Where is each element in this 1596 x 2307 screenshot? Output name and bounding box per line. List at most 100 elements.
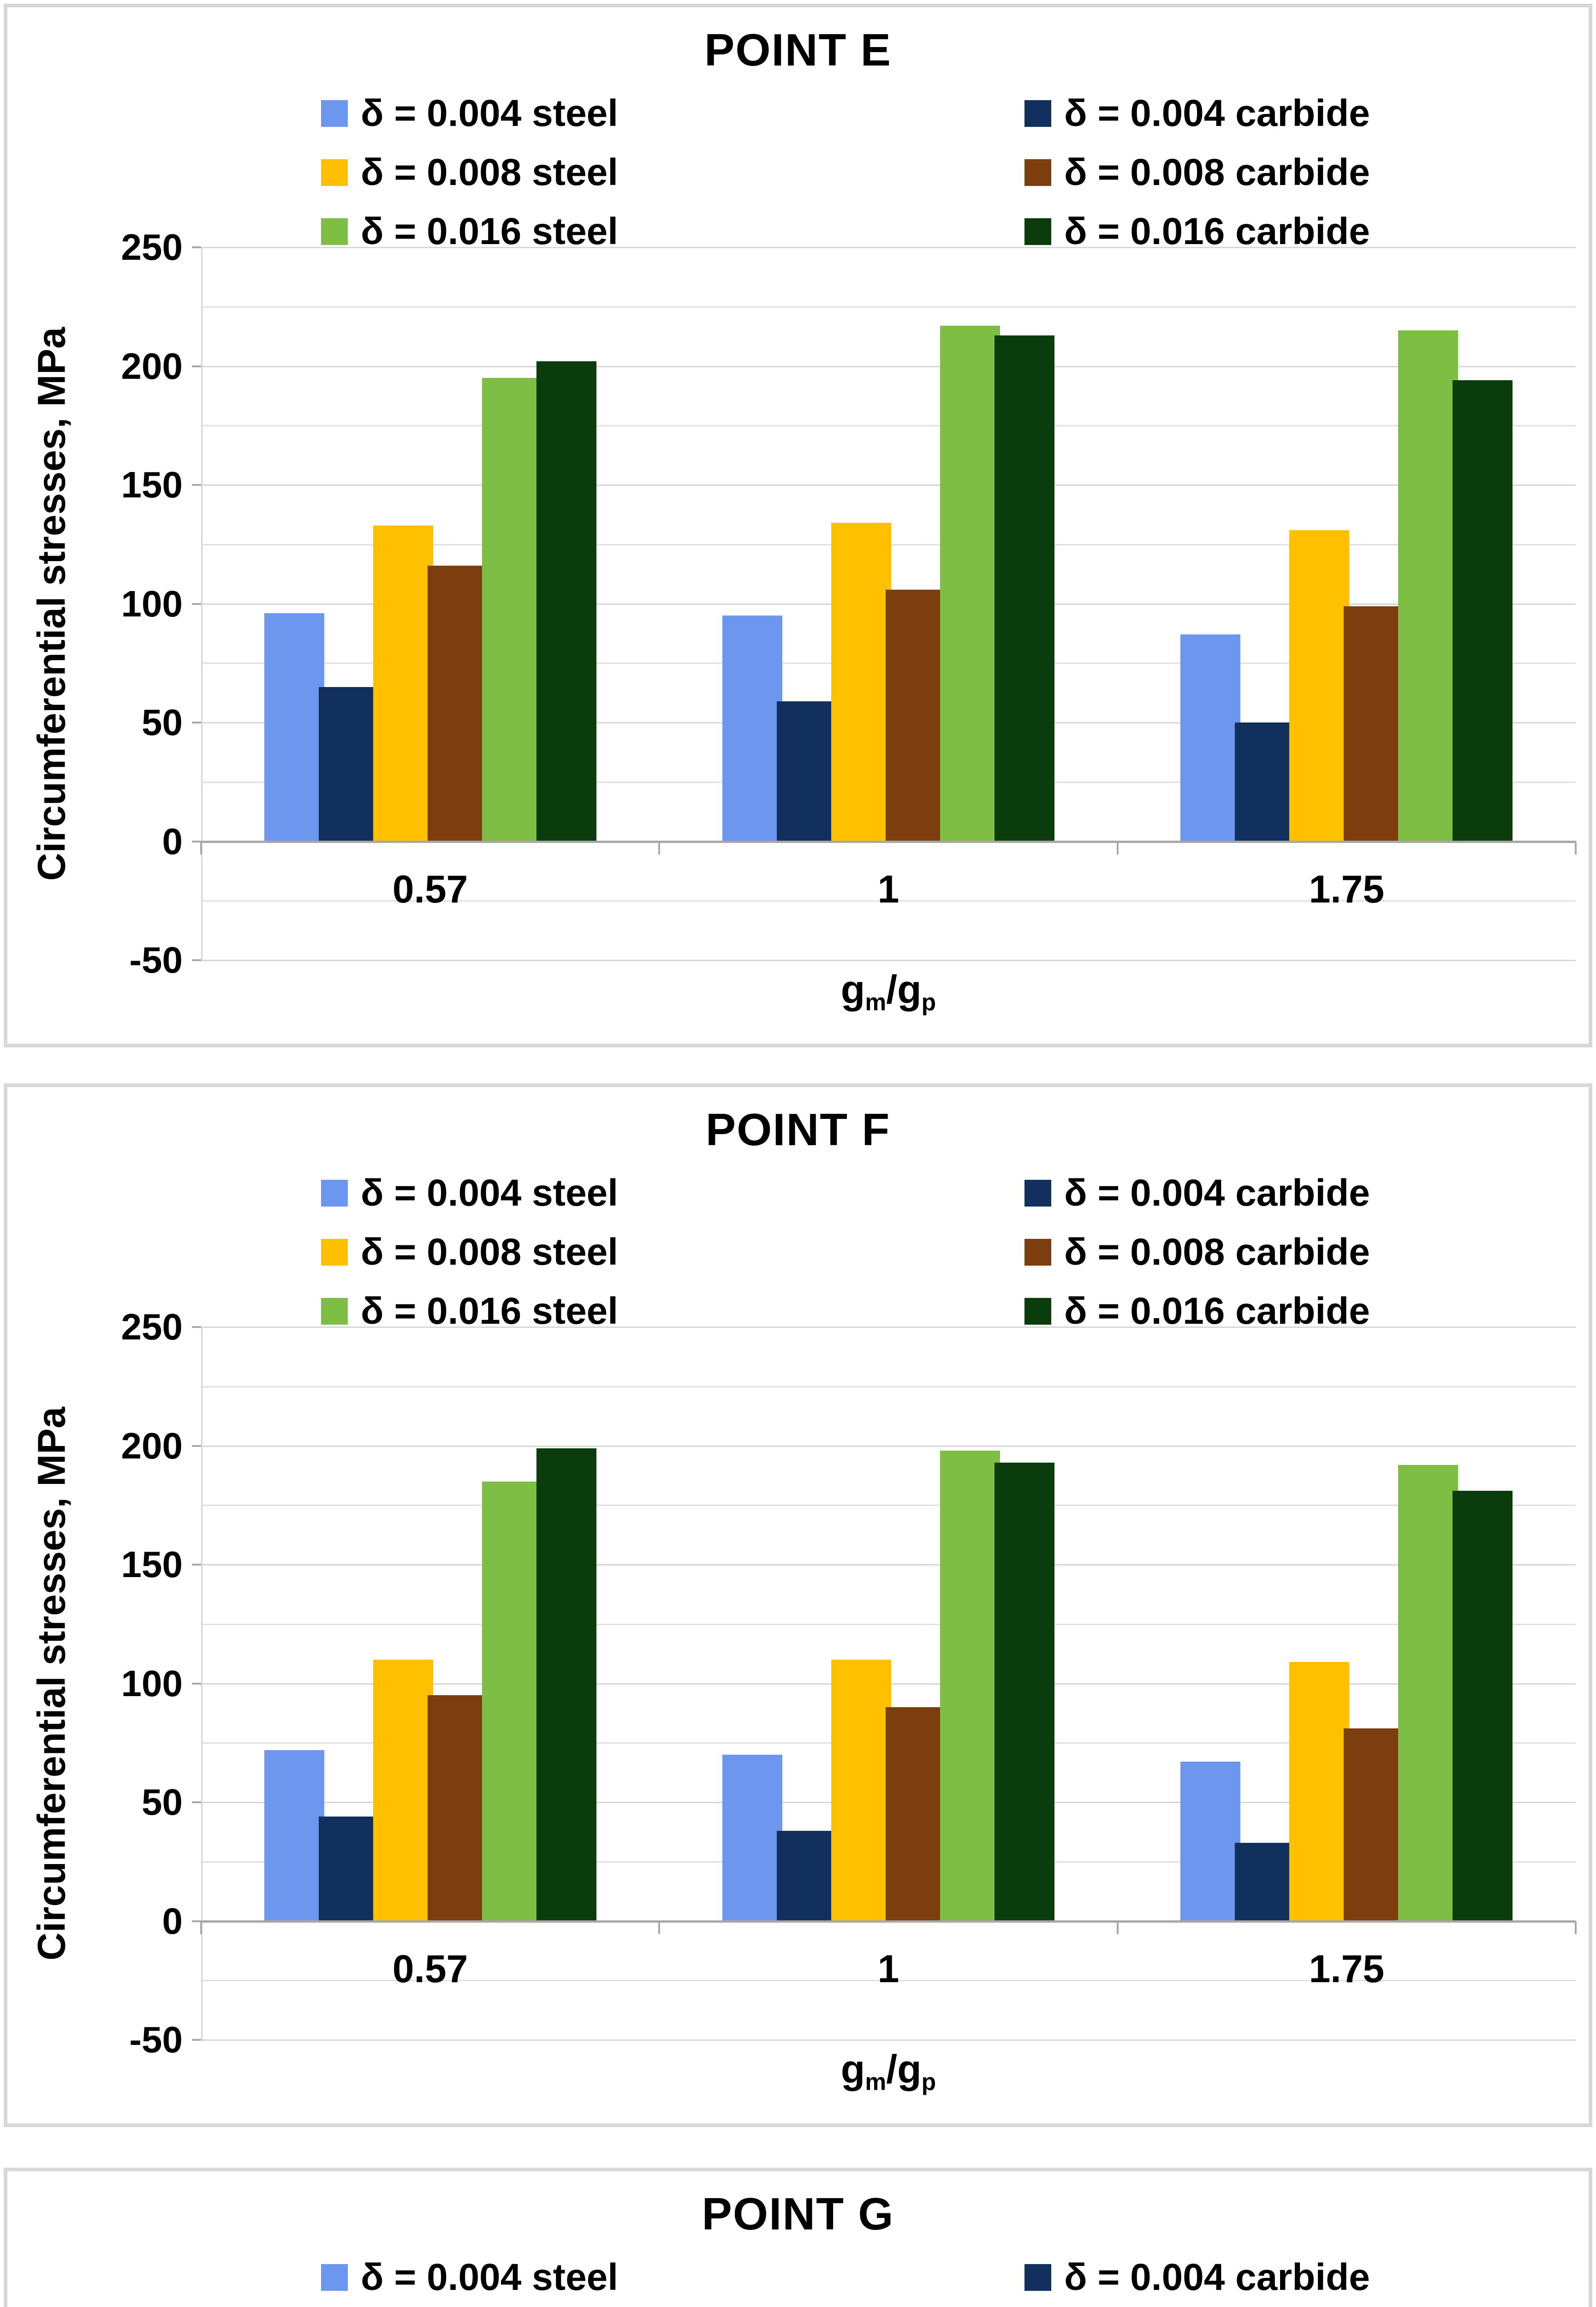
legend-label: δ = 0.004 carbide [1064,1172,1370,1214]
bar [1180,1762,1240,1921]
legend-item: δ = 0.004 steel [321,91,618,136]
gridline [201,1327,1576,1328]
legend-item: δ = 0.008 steel [321,1230,618,1274]
legend-swatch [1024,1239,1051,1266]
legend-swatch [321,159,348,186]
legend-item: δ = 0.004 steel [321,1171,618,1215]
category-tick [1575,841,1577,855]
x-tick-label: 1 [877,1947,899,1990]
y-tick-label: 100 [121,583,183,624]
legend-label: δ = 0.004 steel [361,92,619,134]
x-tick-label: 0.57 [392,867,468,911]
category-tick [658,841,661,855]
y-tick-label: 150 [121,1544,183,1585]
legend-label: δ = 0.016 steel [361,1290,619,1332]
bar [319,1816,379,1921]
y-axis-tick [192,1445,201,1447]
bar [536,361,596,842]
bar [722,616,782,842]
x-axis-line [201,1920,1576,1923]
bar [428,1695,488,1921]
x-axis-title-subscript: p [921,2068,936,2095]
chart-title: POINT G [702,2188,894,2239]
x-axis-title-text: /g [886,2047,922,2092]
bar [1289,1662,1349,1921]
y-tick-label: 250 [121,1306,183,1347]
legend-swatch [1024,100,1051,127]
category-tick [658,1921,661,1934]
legend-swatch [1024,1298,1051,1325]
y-axis-tick [192,1920,201,1922]
bar [1180,634,1240,842]
bar [536,1448,596,1921]
chart-title: POINT F [705,1104,891,1155]
bar [722,1755,782,1921]
legend-swatch [1024,159,1051,186]
y-tick-label: 200 [121,345,183,387]
bar [831,1660,891,1921]
y-axis-tick [192,484,201,486]
legend-item: δ = 0.004 carbide [1024,91,1370,136]
bar [886,589,946,842]
legend-item: δ = 0.004 carbide [1024,2255,1370,2300]
y-axis-tick [192,959,201,961]
bar [1235,1842,1295,1921]
bar [319,687,379,842]
y-axis-tick [192,246,201,248]
x-tick-label: 0.57 [392,1947,468,1990]
bar [831,523,891,842]
gridline [201,2039,1576,2041]
bar [1398,1464,1458,1921]
legend-label: δ = 0.004 carbide [1064,2256,1370,2298]
bar [777,701,837,842]
legend-label: δ = 0.008 steel [361,1231,619,1273]
y-tick-label: 50 [142,1781,183,1823]
bar [1344,606,1404,842]
y-axis-tick [192,1801,201,1803]
y-axis-tick [192,1326,201,1328]
category-tick [1575,1921,1577,1934]
gridline [201,365,1576,367]
y-axis-tick [192,365,201,367]
legend-item: δ = 0.008 steel [321,150,618,195]
bar [1344,1728,1404,1921]
x-tick-label: 1.75 [1309,867,1385,911]
gridline [201,960,1576,961]
y-axis-tick [192,722,201,723]
gridline [201,900,1576,902]
legend-swatch [321,1239,348,1266]
y-axis-tick [192,1564,201,1566]
x-tick-label: 1.75 [1309,1947,1385,1990]
legend-swatch [1024,1180,1051,1207]
legend-item: δ = 0.016 steel [321,209,618,254]
x-axis-title: gm/gp [201,967,1576,1016]
bar [373,1660,433,1921]
y-axis-tick [192,603,201,605]
legend-label: δ = 0.008 carbide [1064,1231,1370,1273]
x-axis-title-subscript: m [865,2068,887,2095]
y-axis-line [201,1327,202,2040]
chart-title: POINT E [704,24,892,75]
bar [482,378,542,842]
legend-label: δ = 0.016 carbide [1064,210,1370,252]
x-axis-title-text: g [840,968,865,1012]
legend-label: δ = 0.008 steel [361,151,619,193]
chart-panel: POINT F δ = 0.004 steel δ = 0.008 steel δ =… [4,1083,1592,2127]
gridline [201,1386,1576,1387]
legend-swatch [321,1180,348,1207]
x-axis-title-text: /g [886,968,922,1012]
y-tick-label: 150 [121,464,183,505]
gridline [201,425,1576,427]
legend-item: δ = 0.016 carbide [1024,1289,1370,1333]
x-tick-label: 1 [877,867,899,911]
x-axis-title-subscript: p [921,988,936,1016]
y-tick-label: 0 [162,820,183,862]
bar [777,1830,837,1921]
gridline [201,1623,1576,1625]
legend-item: δ = 0.008 carbide [1024,1230,1370,1274]
chart-panel: POINT E δ = 0.004 steel δ = 0.008 steel δ =… [4,4,1592,1047]
gridline [201,1505,1576,1506]
y-tick-label: 200 [121,1425,183,1466]
y-axis-tick [192,840,201,843]
